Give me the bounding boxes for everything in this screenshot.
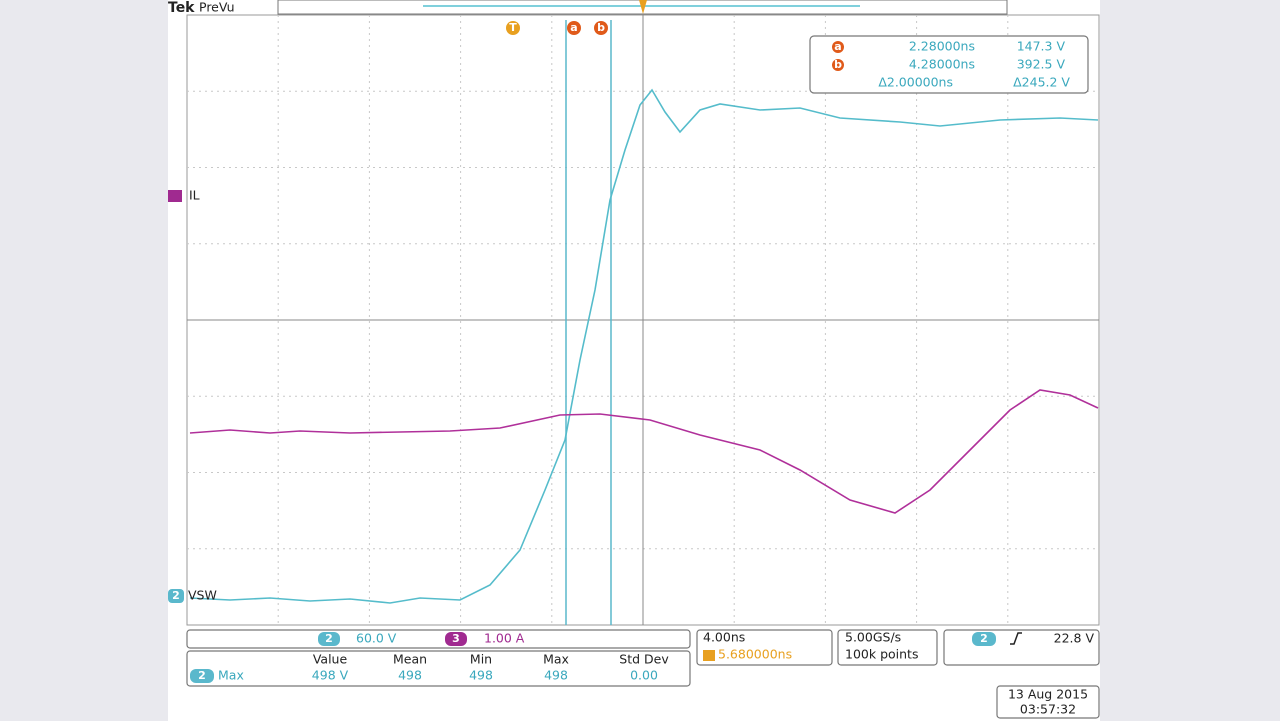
ch3-badge: 3 [452,632,460,645]
readout-b-marker: b [834,58,842,71]
trigger-level: 22.8 V [1054,631,1095,646]
meas-header: Max [543,652,569,667]
ch2-scale: 60.0 V [356,631,397,646]
meas-header: Min [470,652,492,667]
il-marker [168,190,182,202]
timestamp-time: 03:57:32 [1020,702,1076,717]
scale-bar [186,629,691,649]
cursor-a-marker [567,21,581,35]
timebase-box [696,629,833,666]
position-marker [703,650,715,661]
vsw-waveform [189,88,1099,604]
readout-a-time: 2.28000ns [909,39,975,54]
meas-header: Value [313,652,348,667]
screen-bg [168,0,1100,721]
trigger-badge: 2 [980,632,988,645]
readout-a-value: 147.3 V [1017,39,1066,54]
meas-cell: 498 [469,668,493,683]
cursor-b-marker [594,21,608,35]
brand: Tek [168,0,195,16]
vsw-label: VSW [188,588,217,603]
readout-b-badge [832,59,844,71]
cursor-b-marker-label: b [597,21,605,34]
meas-header: Std Dev [619,652,669,667]
trigger-marker [506,21,520,35]
meas-cell: 498 [544,668,568,683]
measurement-table: Value Mean Min Max Std Dev 498 V 498 498 498 0.00 [312,652,670,683]
vsw-marker [168,589,184,603]
meas-badge: 2 [198,669,206,682]
readout-a-badge [832,41,844,53]
mode: PreVu [199,0,235,15]
measurement-box [186,650,691,687]
cursor-a-marker-label: a [570,21,577,34]
trigger-slope [1010,632,1022,645]
graticule [186,14,1100,626]
trigger-marker-label: T [509,21,517,34]
record-length: 100k points [845,647,918,662]
ch2-badge: 2 [325,632,333,645]
meas-header: Mean [393,652,427,667]
il-label: IL [189,188,200,203]
timebase-scale: 4.00ns [703,630,745,645]
meas-cell: 0.00 [630,668,658,683]
meas-cell: 498 [398,668,422,683]
ch3-badge-bg [445,632,467,646]
readout-b-value: 392.5 V [1017,57,1066,72]
meas-label: Max [218,668,244,683]
ch3-scale: 1.00 A [484,631,525,646]
readout-b-time: 4.28000ns [909,57,975,72]
timestamp-box [996,685,1100,719]
il-waveform [189,389,1099,514]
readout-delta-time: Δ2.00000ns [878,75,953,90]
sample-rate: 5.00GS/s [845,630,901,645]
timestamp-date: 13 Aug 2015 [1008,687,1088,702]
vsw-badge: 2 [172,589,180,602]
meas-cell: 498 V [312,668,349,683]
meas-badge-bg [190,669,214,683]
readout-a-marker: a [834,40,841,53]
timebase-position: 5.680000ns [718,647,792,662]
cursor-readout [809,35,1089,94]
readout-delta-value: Δ245.2 V [1013,75,1070,90]
ch2-badge-bg [318,632,340,646]
trigger-position [639,0,647,14]
trigger-badge-bg [972,632,996,646]
acquisition-box [837,629,938,666]
